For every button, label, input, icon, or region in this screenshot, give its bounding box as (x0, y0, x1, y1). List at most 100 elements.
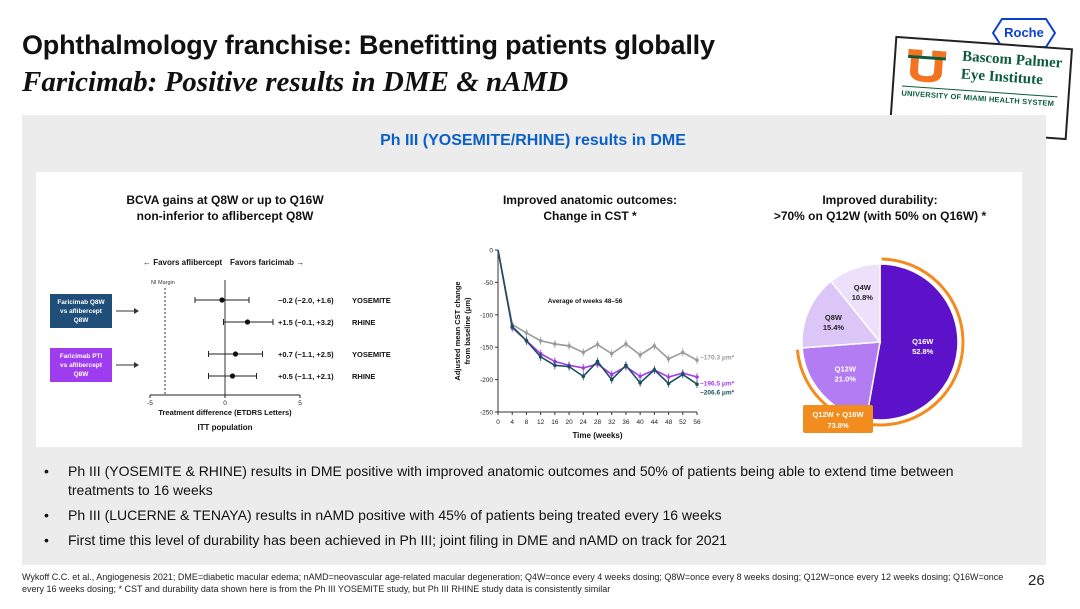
bullet-dot: • (44, 463, 49, 479)
bullet-item: • Ph III (YOSEMITE & RHINE) results in D… (44, 462, 1004, 500)
page-subtitle: Faricimab: Positive results in DME & nAM… (22, 66, 569, 98)
series-point (695, 382, 699, 386)
pie-slice (865, 263, 959, 421)
group-box-label: Q8W (74, 317, 90, 324)
slice-label: Q8W (825, 313, 843, 322)
y-tick-label: 0 (489, 248, 493, 255)
series-point (510, 324, 515, 329)
series-point (524, 331, 529, 335)
slice-label: Q16W (912, 337, 934, 346)
series-point (638, 353, 642, 357)
series-end-label: −170.3 μm* (700, 355, 735, 362)
series-point (695, 375, 699, 379)
forest-plot: ← Favors aflibercept Favors faricimab → NI… (50, 258, 391, 432)
y-axis-title-line2: from baseline (μm) (463, 297, 472, 365)
series-point (609, 372, 614, 377)
series-point (652, 344, 657, 348)
x-tick-label: 28 (594, 419, 602, 426)
series-point (638, 374, 642, 379)
x-tick-label: -5 (147, 400, 153, 407)
point-estimate (229, 373, 236, 379)
ni-margin-label: NI Margin (151, 280, 175, 286)
series-point (695, 358, 699, 362)
series-point (595, 342, 600, 347)
combined-callout-box (803, 405, 873, 433)
pie-title: Improved durability: >70% on Q12W (with … (740, 192, 1020, 224)
series-point (553, 363, 557, 368)
series-point (666, 357, 671, 361)
line-title: Improved anatomic outcomes: Change in CS… (470, 192, 710, 224)
key-points: • Ph III (YOSEMITE & RHINE) results in D… (44, 462, 1004, 556)
group-box-label: Faricimab Q8W (57, 299, 105, 306)
line-title-line2: Change in CST * (543, 209, 637, 223)
series-point (680, 372, 685, 377)
series-point (609, 377, 614, 382)
x-tick-label: 20 (565, 419, 573, 426)
roche-logo-text: Roche (1004, 25, 1044, 40)
combined-callout-label: Q12W + Q16W (812, 410, 864, 419)
x-axis-title: Time (weeks) (572, 431, 622, 440)
slice-label: Q4W (854, 283, 872, 292)
bascom-palmer-logo: Bascom Palmer Eye Institute UNIVERSITY O… (889, 35, 1073, 141)
x-tick-label: 32 (608, 419, 616, 426)
bullet-text: Ph III (YOSEMITE & RHINE) results in DME… (68, 463, 954, 498)
group-arrowhead (134, 362, 139, 368)
population-label: ITT population (197, 423, 252, 432)
y-tick-label: -100 (480, 312, 493, 319)
page-title: Ophthalmology franchise: Benefitting pat… (22, 30, 715, 60)
u-logo-icon (907, 48, 947, 83)
estimate-label: +1.5 (−0.1, +3.2) (278, 318, 334, 327)
series-point (609, 351, 614, 356)
slice-value: 15.4% (823, 323, 845, 332)
bullet-dot: • (44, 532, 49, 548)
x-tick-label: 0 (223, 400, 227, 407)
chart-annotation: Average of weeks 48–56 (548, 298, 623, 305)
x-tick-label: 4 (510, 419, 514, 426)
group-box (50, 348, 112, 382)
series-point (567, 344, 571, 348)
page-number: 26 (1028, 572, 1045, 589)
x-axis-title: Treatment difference (ETDRS Letters) (158, 408, 292, 417)
pie-slice (829, 263, 881, 345)
series-end-label: −196.5 μm* (700, 380, 735, 387)
x-tick-label: 48 (665, 419, 673, 426)
slice-value: 52.8% (912, 347, 934, 356)
bullet-item: • First time this level of durability ha… (44, 531, 1004, 550)
series-point (666, 375, 671, 379)
point-estimate (232, 351, 239, 357)
forest-title-line2: non-inferior to aflibercept Q8W (136, 209, 314, 223)
combined-arc (795, 257, 965, 427)
series-point (581, 350, 586, 355)
bullet-item: • Ph III (LUCERNE & TENAYA) results in n… (44, 506, 1004, 525)
group-arrowhead (134, 308, 139, 314)
x-tick-label: 44 (651, 419, 659, 426)
y-tick-label: -250 (480, 410, 493, 417)
point-estimate (219, 297, 225, 303)
series-point (538, 355, 543, 359)
bullet-dot: • (44, 507, 49, 523)
pie-slice (801, 280, 882, 349)
y-tick-label: -150 (480, 345, 493, 352)
x-tick-label: 40 (637, 419, 645, 426)
point-estimate (244, 319, 251, 325)
study-label: YOSEMITE (352, 296, 391, 305)
forest-title-line1: BCVA gains at Q8W or up to Q16W (126, 193, 324, 207)
series-point (680, 350, 685, 355)
direction-right-label: Favors faricimab → (230, 258, 304, 267)
series-point (595, 359, 600, 364)
x-tick-label: 52 (679, 419, 687, 426)
x-tick-label: 8 (525, 419, 529, 426)
x-tick-label: 12 (537, 419, 545, 426)
x-tick-label: 36 (622, 419, 630, 426)
bullet-text: First time this level of durability has … (68, 532, 728, 548)
slice-value: 21.0% (835, 374, 857, 383)
x-tick-label: 5 (298, 400, 302, 407)
group-box-label: vs aflibercept (60, 308, 103, 315)
series-point (524, 338, 529, 343)
series-point (538, 338, 543, 343)
study-label: RHINE (352, 372, 375, 381)
series-point (581, 374, 586, 379)
series-point (624, 363, 628, 368)
